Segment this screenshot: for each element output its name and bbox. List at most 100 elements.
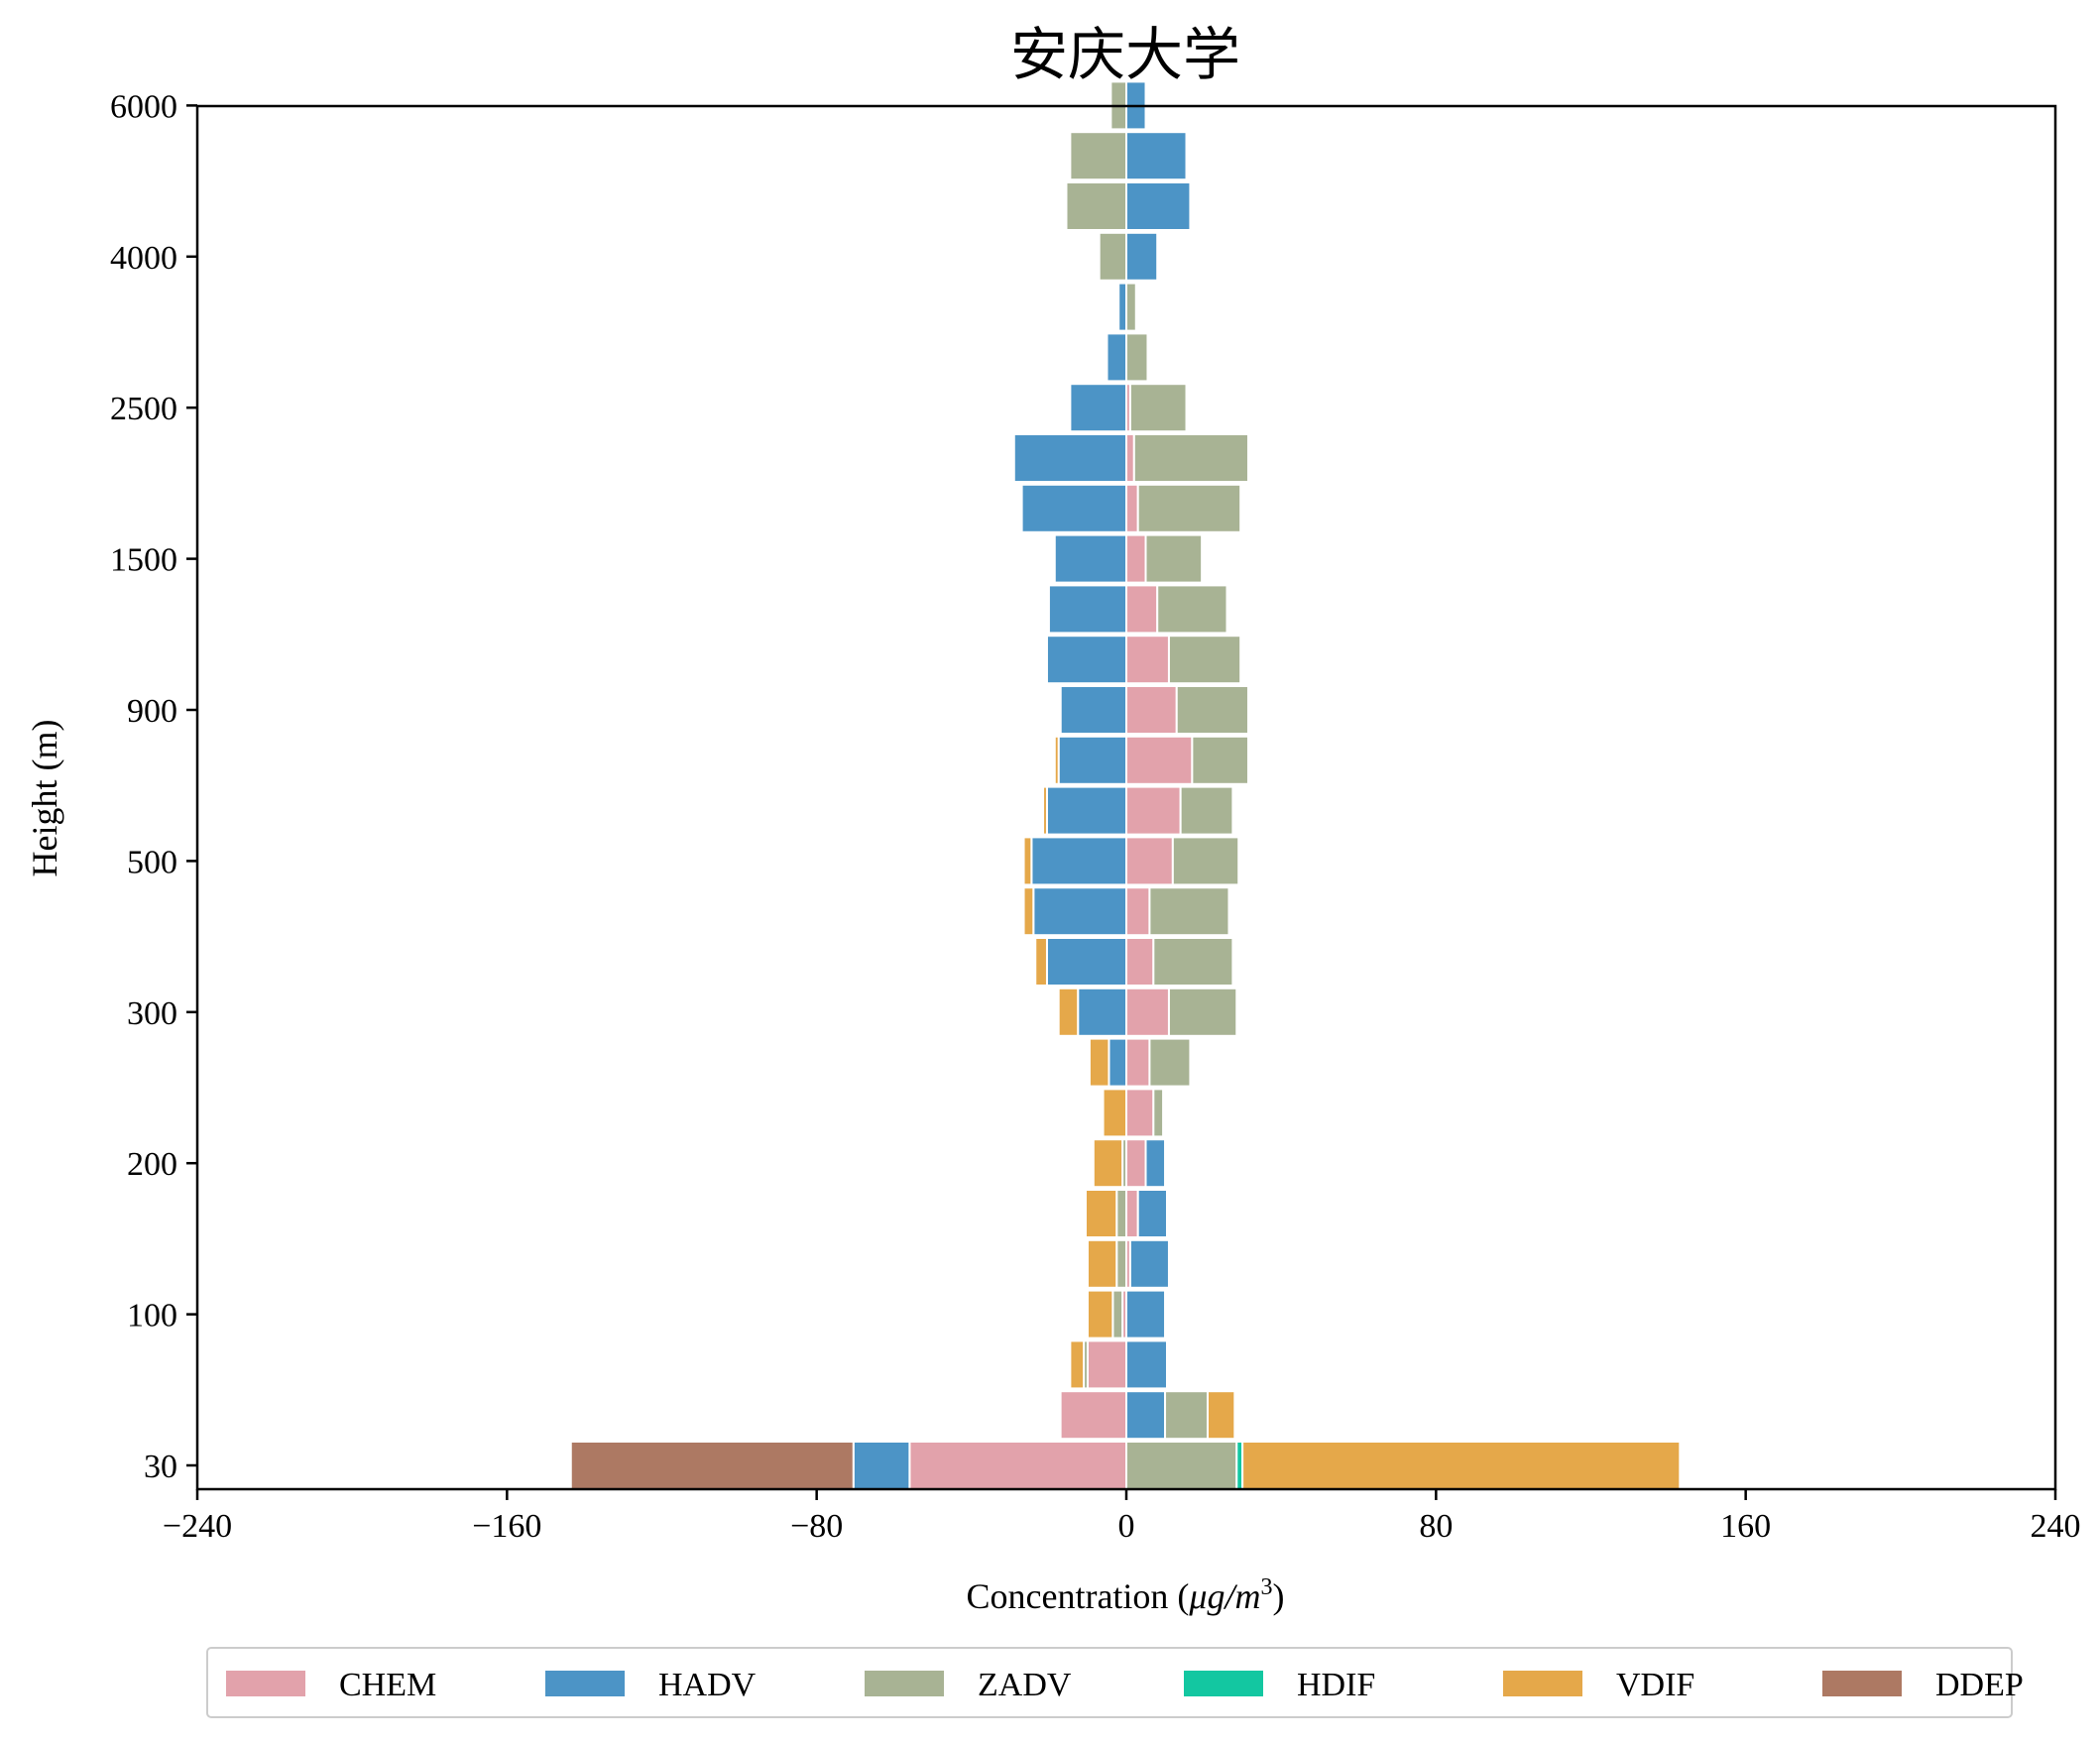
bar-hadv	[1125, 131, 1188, 181]
bar-chem	[1125, 987, 1170, 1037]
bar-hadv	[1059, 685, 1128, 735]
legend-label-hadv: HADV	[658, 1667, 757, 1703]
bar-zadv	[1148, 886, 1230, 937]
bar-hadv	[1057, 735, 1128, 785]
y-tick-label: 2500	[110, 391, 177, 427]
bar-zadv	[1115, 1238, 1127, 1289]
bar-vdif	[1022, 886, 1035, 937]
legend-swatch-vdif	[1503, 1671, 1582, 1696]
bar-hadv	[1077, 987, 1127, 1037]
bar-vdif	[1086, 1238, 1118, 1289]
y-tick-label: 30	[144, 1449, 177, 1485]
bar-vdif	[1086, 1289, 1114, 1339]
legend-swatch-zadv	[865, 1671, 944, 1696]
bar-chem	[908, 1441, 1127, 1490]
x-tick-label: −240	[163, 1508, 232, 1545]
bar-vdif	[1088, 1037, 1110, 1088]
bar-chem	[1125, 685, 1178, 735]
bar-chem	[1059, 1390, 1128, 1441]
bar-chem	[1125, 836, 1174, 886]
legend-swatch-hdif	[1184, 1671, 1263, 1696]
x-axis-label-exponent: 3	[1261, 1574, 1273, 1600]
bar-zadv	[1065, 181, 1127, 231]
legend-label-chem: CHEM	[339, 1667, 436, 1703]
bar-vdif	[1034, 937, 1048, 987]
bar-chem	[1125, 635, 1170, 685]
y-tick-label: 4000	[110, 240, 177, 277]
legend-swatch-hadv	[545, 1671, 625, 1696]
bar-zadv	[1132, 433, 1249, 483]
bar-chem	[1125, 735, 1194, 785]
legend-label-vdif: VDIF	[1616, 1667, 1694, 1703]
y-tick-label: 6000	[110, 88, 177, 125]
bar-vdif	[1102, 1088, 1127, 1138]
x-tick-label: 0	[1118, 1508, 1135, 1545]
x-tick-label: 160	[1720, 1508, 1771, 1545]
bar-vdif	[1069, 1339, 1086, 1390]
legend-label-hdif: HDIF	[1297, 1667, 1375, 1703]
bar-zadv	[1128, 383, 1188, 433]
y-tick-label: 900	[127, 693, 177, 730]
bar-chem	[1125, 483, 1139, 533]
bar-zadv	[1191, 735, 1249, 785]
bar-hadv	[1012, 433, 1128, 483]
legend-frame	[206, 1647, 2013, 1718]
bar-hadv	[1032, 886, 1128, 937]
y-axis-label: Height (m)	[25, 720, 64, 877]
x-axis-label-close: )	[1273, 1576, 1285, 1616]
bar-zadv	[1148, 1037, 1192, 1088]
bar-hadv	[1125, 181, 1192, 231]
bar-chem	[1125, 584, 1159, 635]
bar-hadv	[1125, 231, 1159, 282]
legend-items: CHEM HADV ZADV HDIF VDIF DDEP	[226, 1667, 2024, 1703]
bar-hadv	[1045, 635, 1127, 685]
bar-vdif	[1022, 836, 1033, 886]
bar-zadv	[1136, 483, 1242, 533]
bar-hadv	[1045, 937, 1127, 987]
y-tick-label: 300	[127, 995, 177, 1032]
y-tick-label: 100	[127, 1298, 177, 1335]
bar-chem	[1125, 886, 1151, 937]
bar-zadv	[1125, 1441, 1238, 1490]
bar-zadv	[1175, 685, 1249, 735]
bar-hadv	[1069, 383, 1128, 433]
y-tick-label: 500	[127, 844, 177, 880]
legend: CHEM HADV ZADV HDIF VDIF DDEP	[206, 1647, 2024, 1718]
bar-chem	[1125, 1088, 1155, 1138]
bar-zadv	[1111, 1289, 1124, 1339]
bar-vdif	[1085, 1189, 1118, 1238]
bar-ddep	[569, 1441, 855, 1490]
bar-chem	[1125, 433, 1135, 483]
bar-hadv	[1045, 785, 1127, 836]
bar-zadv	[1125, 282, 1137, 332]
bar-vdif	[1092, 1138, 1124, 1189]
bar-chem	[1125, 1037, 1151, 1088]
bar-vdif	[1053, 735, 1060, 785]
bar-vdif	[1057, 987, 1080, 1037]
bar-zadv	[1167, 987, 1238, 1037]
bar-chem	[1125, 1138, 1147, 1189]
bar-zadv	[1156, 584, 1228, 635]
bar-hadv	[1128, 1238, 1170, 1289]
y-tick-label: 1500	[110, 542, 177, 579]
bar-hadv	[1125, 1339, 1168, 1390]
y-axis: 30 100 200 300 500 900 1500 2500 4000 6000	[110, 88, 197, 1485]
bar-hadv	[1144, 1138, 1167, 1189]
bar-hadv	[1108, 1037, 1128, 1088]
bar-zadv	[1179, 785, 1234, 836]
bar-hadv	[1117, 282, 1127, 332]
bar-zadv	[1144, 533, 1204, 584]
x-axis-label-text: Concentration (	[966, 1576, 1189, 1616]
x-tick-label: −160	[472, 1508, 541, 1545]
bar-hadv	[1125, 1390, 1167, 1441]
x-axis-label: Concentration (μg/m3)	[966, 1574, 1284, 1616]
legend-label-zadv: ZADV	[978, 1667, 1072, 1703]
bar-chem	[1086, 1339, 1127, 1390]
bar-hadv	[1106, 332, 1127, 383]
legend-label-ddep: DDEP	[1935, 1667, 2024, 1703]
bar-vdif	[1042, 785, 1048, 836]
x-axis-label-unit: μg/m	[1188, 1576, 1260, 1616]
bar-hadv	[1030, 836, 1127, 886]
y-tick-label: 200	[127, 1146, 177, 1183]
bar-vdif	[1241, 1441, 1682, 1490]
